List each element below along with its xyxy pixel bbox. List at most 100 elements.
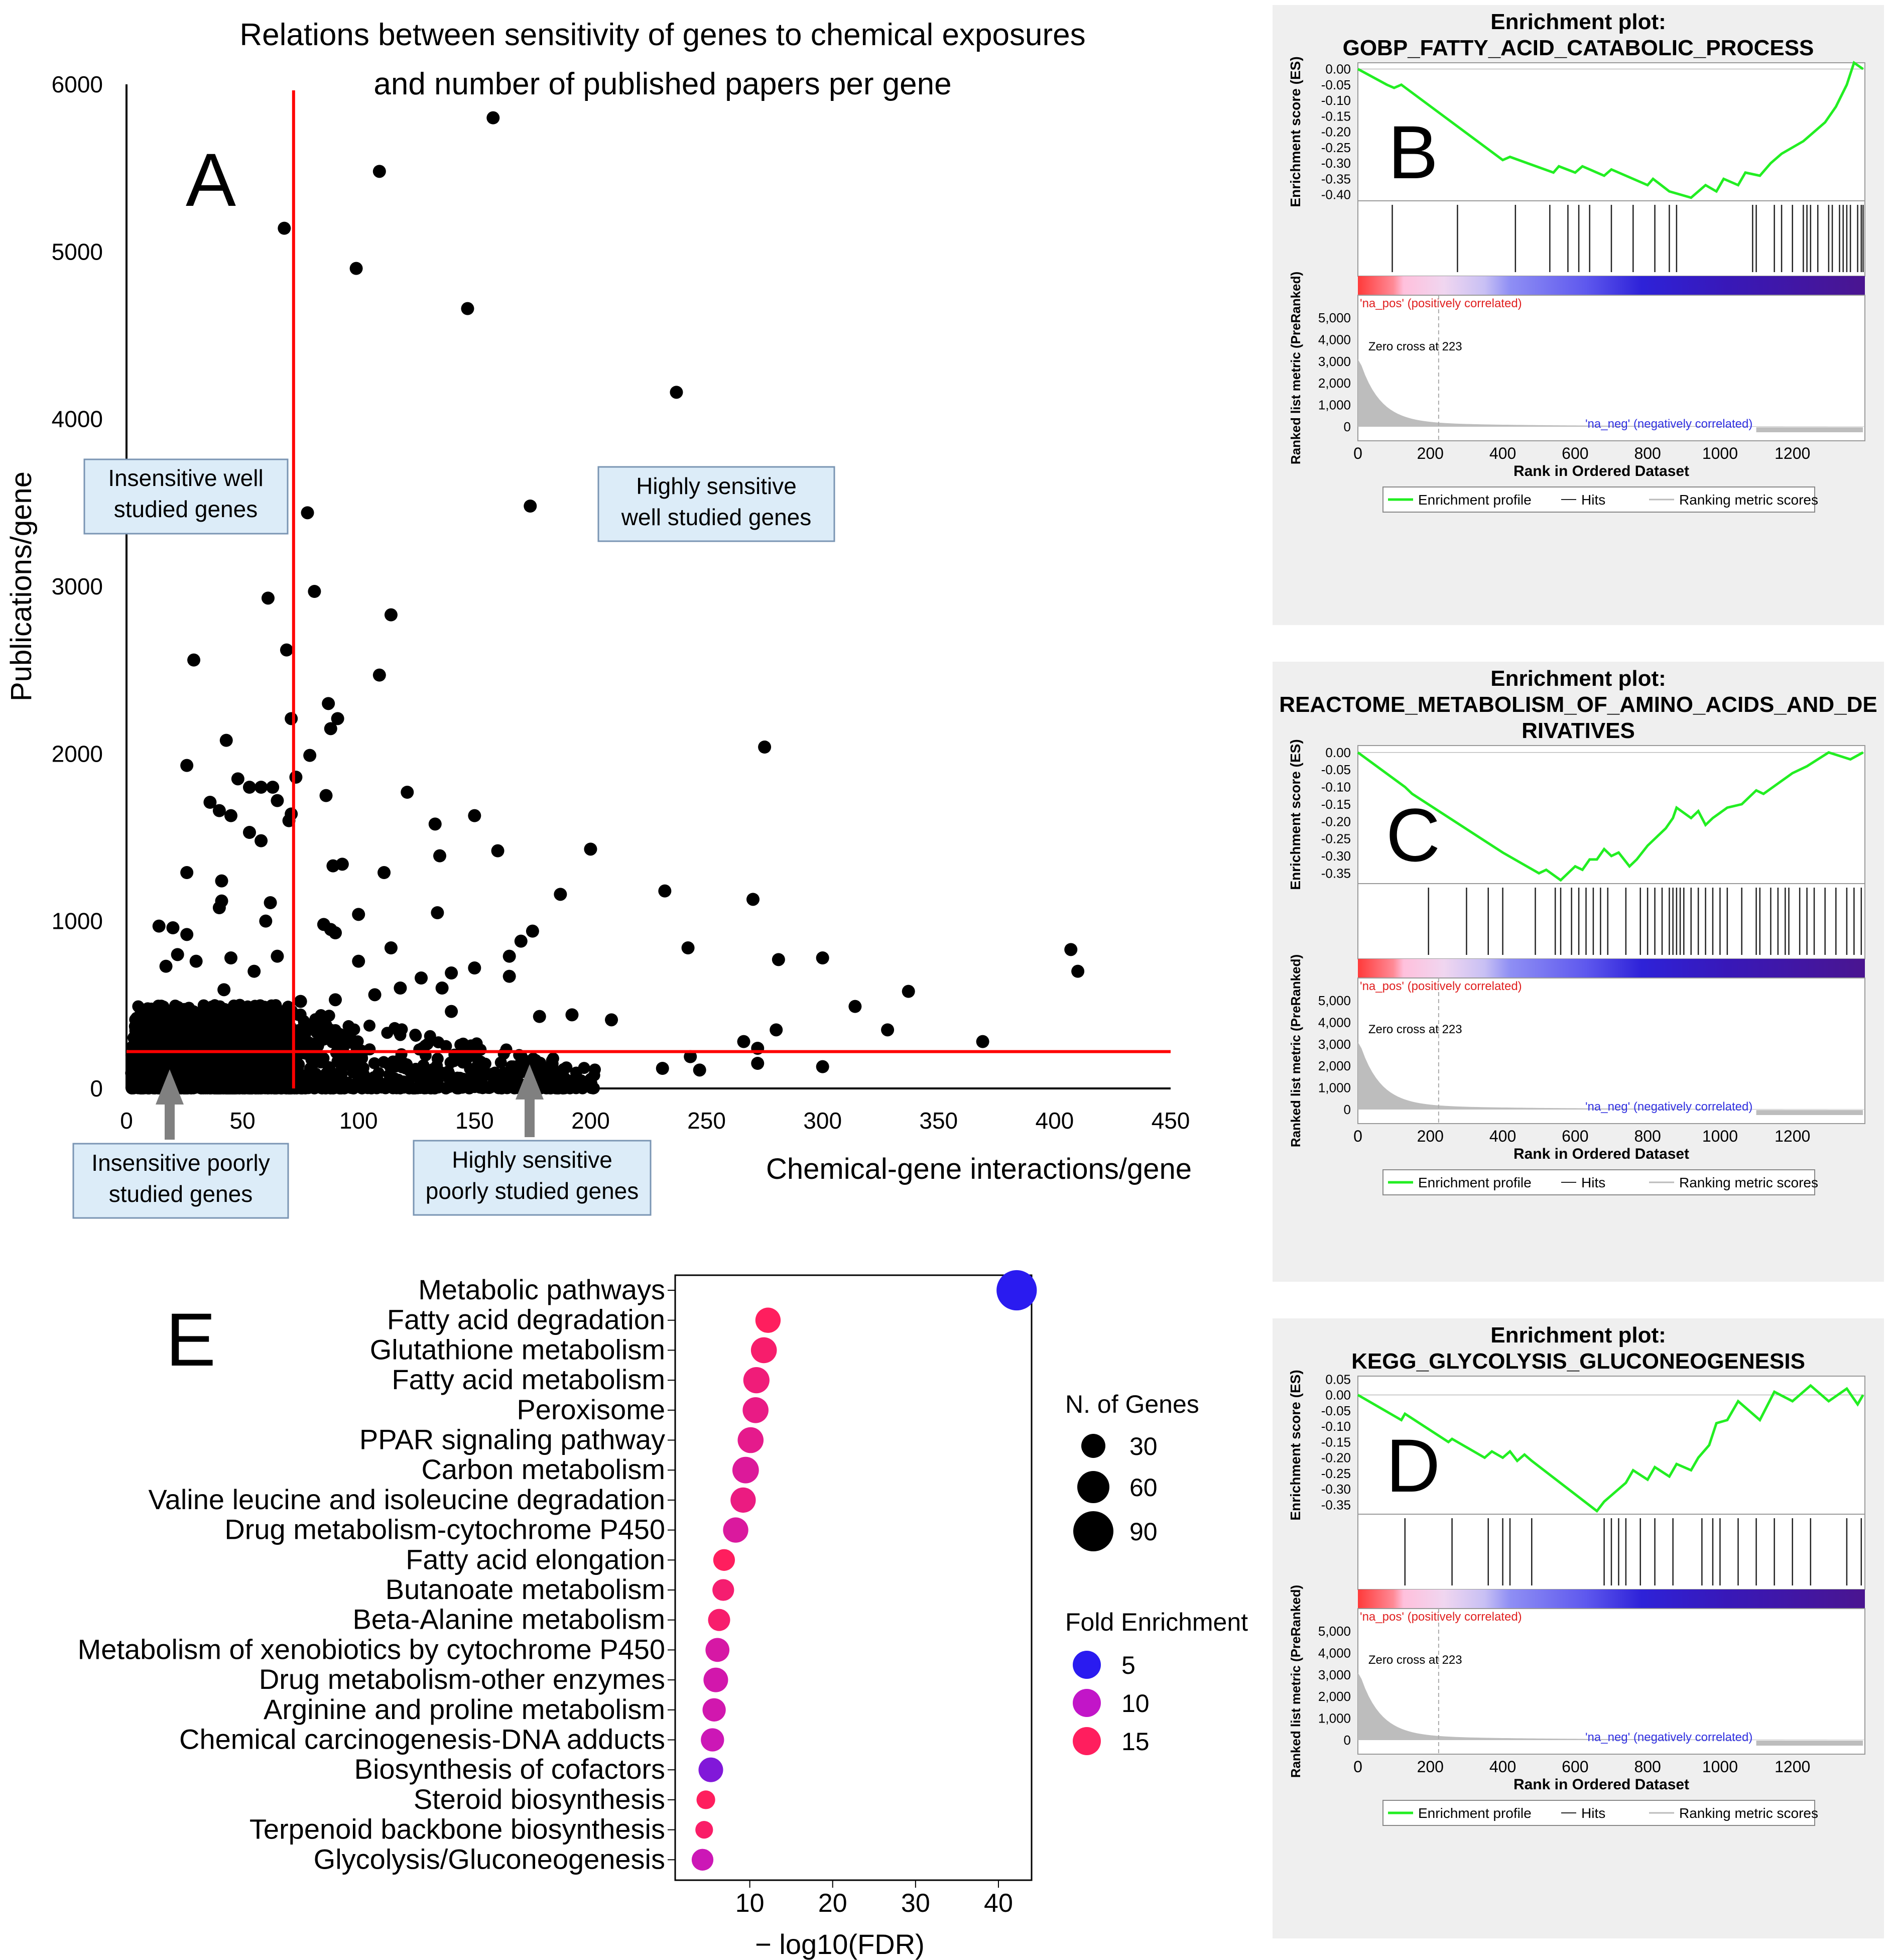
cluster-point	[179, 1037, 191, 1049]
scatter-point	[255, 834, 268, 847]
category-label: Steroid biosynthesis	[414, 1783, 665, 1815]
cluster-point	[171, 1008, 184, 1020]
enrichment-dot	[701, 1728, 724, 1752]
cluster-point	[342, 1020, 355, 1032]
cluster-point	[404, 1081, 416, 1094]
scatter-point	[212, 901, 226, 914]
rank-x-tick-label: 600	[1562, 444, 1588, 462]
scatter-point	[242, 781, 256, 794]
metric-y-label: Ranked list metric (PreRanked)	[1288, 272, 1303, 464]
panel-a-x-tick-label: 300	[803, 1108, 842, 1134]
scatter-point	[285, 712, 298, 725]
scatter-point	[289, 771, 303, 784]
annotation-insensitive-well: Insensitive well studied genes	[83, 458, 289, 535]
rank-x-tick-label: 800	[1634, 1758, 1661, 1776]
legend-n-genes: N. of Genes 30 60 90	[1065, 1390, 1199, 1551]
gsea-title-line: GOBP_FATTY_ACID_CATABOLIC_PROCESS	[1343, 36, 1814, 60]
metric-plot-frame	[1357, 295, 1865, 441]
cluster-point	[223, 1082, 236, 1094]
scatter-point	[445, 966, 458, 979]
cluster-point	[135, 1054, 148, 1066]
scatter-point	[433, 849, 446, 863]
enrichment-dot	[996, 1270, 1037, 1311]
es-y-tick-label: -0.20	[1321, 125, 1351, 140]
cluster-point	[317, 1052, 330, 1064]
scatter-point	[772, 953, 785, 966]
cluster-point	[149, 1072, 162, 1084]
cluster-point	[241, 1074, 254, 1086]
es-y-tick-label: -0.35	[1321, 1497, 1351, 1512]
scatter-point	[658, 884, 672, 898]
enrichment-dot	[730, 1487, 756, 1513]
es-y-tick-label: -0.10	[1321, 780, 1351, 795]
cluster-point	[270, 1062, 282, 1074]
category-label: Metabolism of xenobiotics by cytochrome …	[78, 1633, 665, 1665]
cluster-point	[276, 1014, 288, 1027]
rank-x-label: Rank in Ordered Dataset	[1513, 1146, 1689, 1162]
legend-profile-label: Enrichment profile	[1418, 492, 1532, 508]
legend-fold-enrichment: Fold Enrichment 5 10 15	[1065, 1608, 1248, 1756]
category-label: Carbon metabolism	[421, 1453, 665, 1485]
cluster-point	[302, 1020, 314, 1032]
cluster-point	[578, 1062, 590, 1074]
metric-y-tick-label: 4,000	[1318, 1015, 1351, 1030]
es-y-label: Enrichment score (ES)	[1288, 739, 1303, 890]
rank-x-tick-label: 1200	[1775, 1758, 1810, 1776]
enrichment-dot	[698, 1757, 723, 1782]
panel-a-y-tick-label: 4000	[52, 406, 103, 432]
panel-c-enrichment-plot: Enrichment plot:REACTOME_METABOLISM_OF_A…	[1273, 662, 1884, 1282]
cluster-point	[346, 1082, 358, 1094]
scatter-point	[524, 500, 537, 513]
legend-color-dot	[1073, 1689, 1101, 1717]
scatter-point	[976, 1035, 989, 1048]
category-label: Biosynthesis of cofactors	[354, 1753, 665, 1785]
rank-color-bar	[1358, 276, 1865, 295]
cluster-point	[133, 1035, 146, 1047]
rank-x-tick-label: 1200	[1775, 1127, 1810, 1145]
cluster-point	[368, 1057, 381, 1069]
panel-a-x-tick-label: 50	[230, 1108, 256, 1134]
cluster-point	[363, 1019, 375, 1032]
legend-color-label: 10	[1121, 1689, 1150, 1718]
legend-size-dot	[1081, 1434, 1105, 1458]
scatter-point	[394, 982, 407, 995]
cluster-point	[134, 1010, 146, 1022]
cluster-point	[501, 1082, 514, 1094]
scatter-point	[502, 969, 516, 983]
enrichment-dot	[755, 1307, 781, 1333]
rank-x-tick-label: 200	[1417, 1127, 1444, 1145]
category-label: Beta-Alanine metabolism	[352, 1604, 665, 1635]
arrow-sensitive-poor	[516, 1064, 544, 1137]
cluster-point	[265, 999, 278, 1012]
scatter-point	[324, 923, 337, 936]
scatter-point	[401, 786, 414, 799]
cluster-point	[315, 1082, 328, 1094]
panel-a-x-tick-label: 400	[1036, 1108, 1074, 1134]
cluster-point	[432, 1036, 445, 1049]
pos-correlated-label: 'na_pos' (positively correlated)	[1360, 297, 1522, 310]
cluster-point	[151, 1039, 163, 1051]
scatter-point	[670, 386, 683, 399]
scatter-point	[319, 789, 333, 802]
scatter-point	[372, 165, 386, 178]
pos-correlated-label: 'na_pos' (positively correlated)	[1360, 1610, 1522, 1624]
cluster-point	[585, 1077, 597, 1089]
scatter-point	[180, 866, 194, 879]
scatter-point	[264, 896, 277, 909]
cluster-point	[253, 1063, 266, 1076]
cluster-point	[444, 1056, 457, 1069]
category-label: PPAR signaling pathway	[359, 1424, 665, 1455]
metric-y-tick-label: 0	[1344, 1733, 1351, 1748]
neg-correlated-label: 'na_neg' (negatively correlated)	[1585, 417, 1752, 431]
cluster-point	[146, 1055, 159, 1068]
panel-e-x-ticks: 10 20 30 40	[735, 1880, 1013, 1918]
cluster-point	[264, 1017, 277, 1030]
cluster-point	[468, 1081, 481, 1093]
cluster-point	[306, 1076, 318, 1088]
category-label: Arginine and proline metabolism	[264, 1693, 665, 1725]
category-label: Fatty acid elongation	[406, 1543, 665, 1575]
scatter-point	[377, 866, 391, 879]
panel-a-y-ticks: 0 1000 2000 3000 4000 5000 6000	[52, 71, 103, 1101]
cluster-point	[203, 1030, 215, 1042]
scatter-point	[902, 985, 915, 998]
